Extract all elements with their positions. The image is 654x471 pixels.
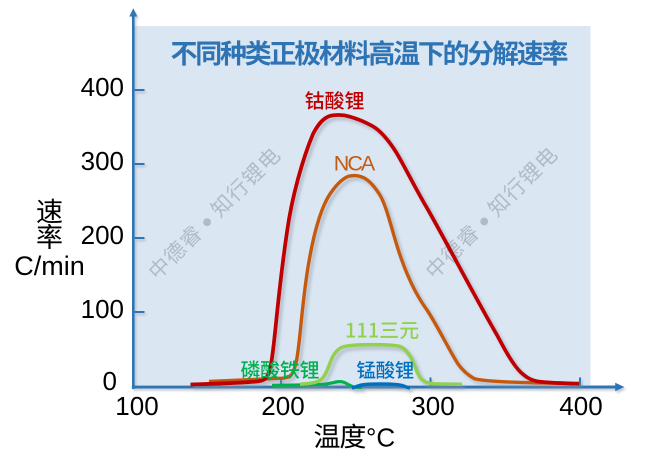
svg-text:200: 200: [81, 220, 124, 250]
svg-text:°C: °C: [366, 422, 395, 452]
svg-text:NCA: NCA: [334, 152, 376, 176]
svg-text:0: 0: [103, 366, 117, 396]
svg-text:300: 300: [81, 146, 124, 176]
svg-text:300: 300: [411, 391, 454, 421]
svg-text:200: 200: [261, 391, 304, 421]
svg-text:C/min: C/min: [14, 251, 85, 281]
svg-text:400: 400: [81, 72, 124, 102]
svg-text:400: 400: [559, 391, 602, 421]
svg-text:100: 100: [115, 391, 158, 421]
svg-text:100: 100: [81, 294, 124, 324]
